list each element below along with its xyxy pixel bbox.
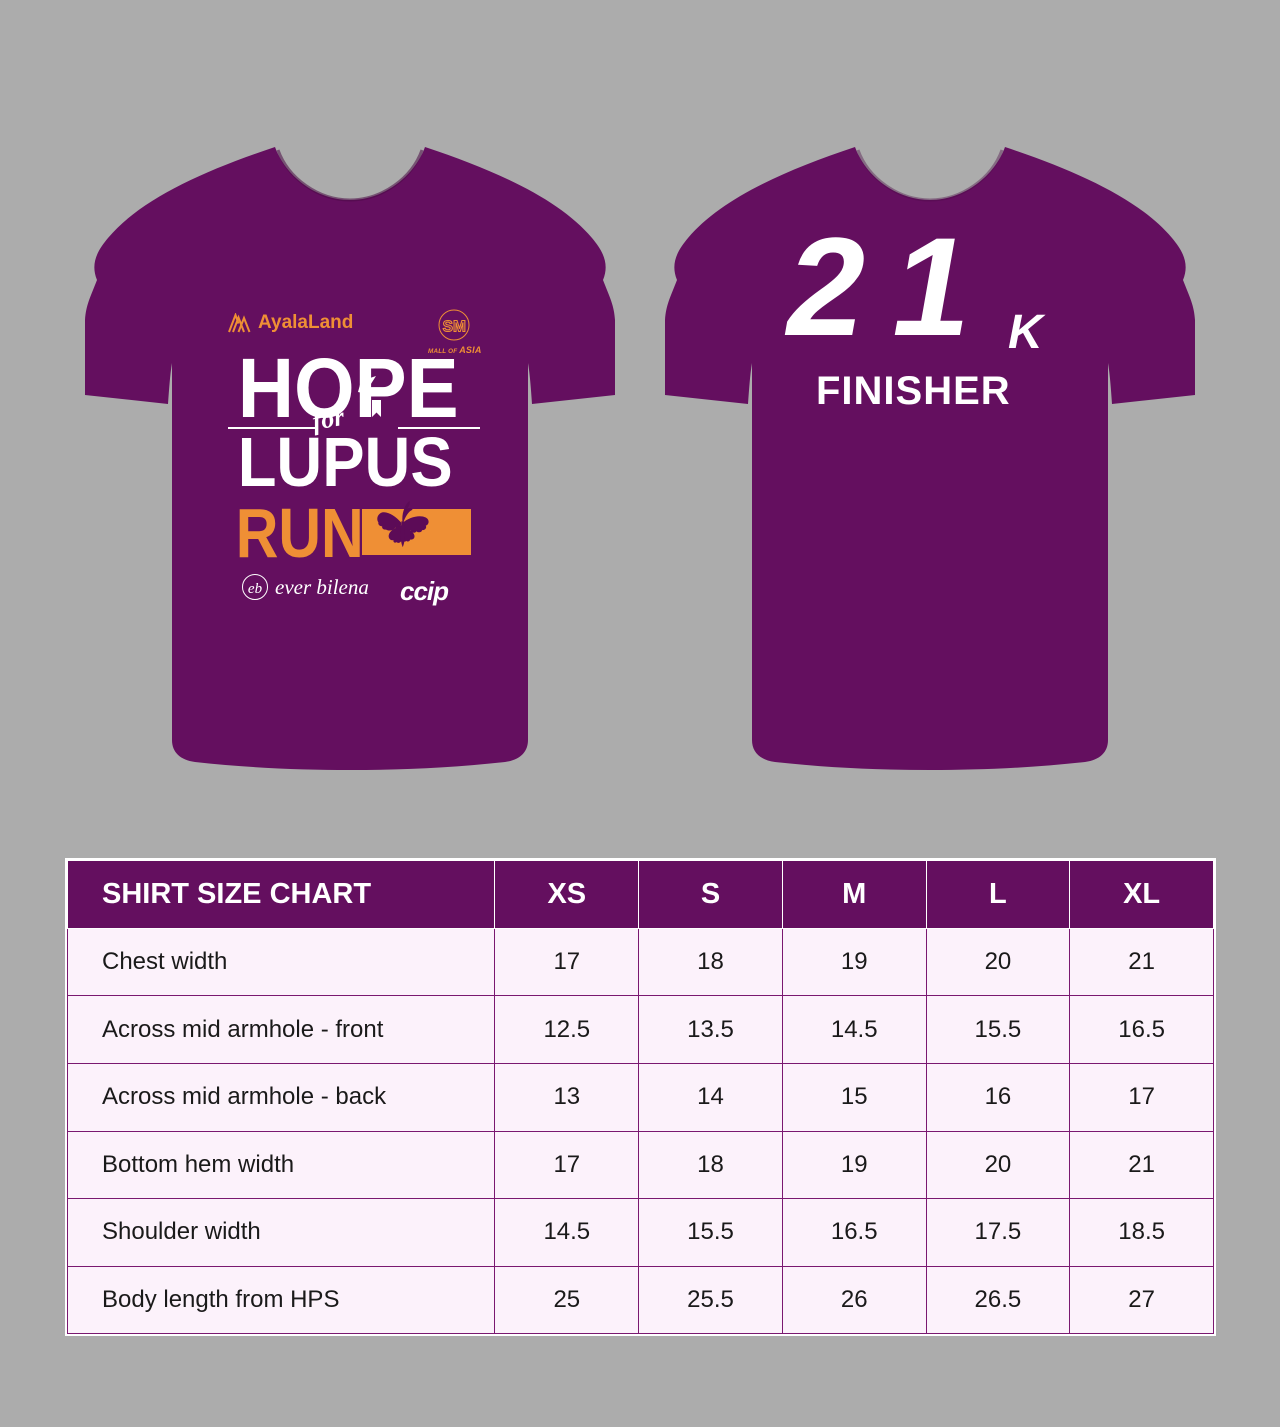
svg-text:1: 1 bbox=[881, 208, 987, 365]
svg-text:K: K bbox=[1008, 306, 1046, 359]
svg-text:2: 2 bbox=[775, 208, 881, 365]
svg-text:HOPE: HOPE bbox=[238, 341, 459, 435]
svg-text:RUN: RUN bbox=[236, 494, 364, 572]
svg-text:LUPUS: LUPUS bbox=[238, 423, 453, 501]
svg-text:eb: eb bbox=[248, 581, 263, 597]
